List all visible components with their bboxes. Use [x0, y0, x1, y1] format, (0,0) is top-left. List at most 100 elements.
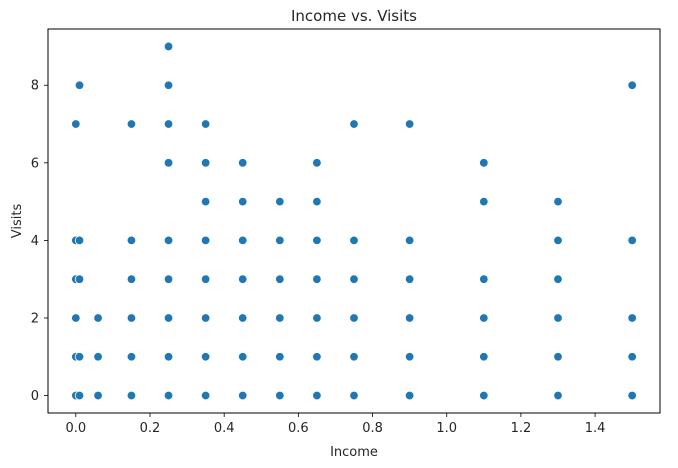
y-tick-label: 6 [31, 156, 39, 171]
data-point [126, 352, 137, 362]
data-point [74, 390, 85, 401]
data-point [404, 274, 415, 284]
data-point [312, 313, 322, 323]
data-point [312, 390, 322, 401]
data-point [349, 119, 359, 129]
data-point [404, 313, 415, 323]
data-point [71, 313, 81, 323]
data-point [71, 119, 81, 129]
data-point [200, 196, 211, 207]
data-point [275, 235, 285, 246]
data-point [163, 41, 174, 52]
points-layer [71, 41, 637, 401]
data-point [238, 352, 248, 362]
y-tick-label: 8 [31, 79, 39, 94]
data-point [349, 390, 359, 401]
data-point [93, 390, 103, 401]
data-point [553, 390, 563, 401]
data-point [479, 196, 489, 207]
data-point [275, 352, 285, 362]
x-tick-label: 0.2 [140, 421, 161, 436]
data-point [163, 274, 174, 284]
data-point [627, 313, 637, 323]
data-point [163, 235, 174, 246]
x-tick-label: 0.6 [288, 421, 309, 436]
data-point [200, 313, 211, 323]
data-point [275, 196, 285, 207]
data-point [627, 352, 637, 362]
chart-title: Income vs. Visits [291, 7, 417, 25]
data-point [126, 274, 137, 284]
data-point [238, 235, 248, 246]
data-point [163, 119, 174, 129]
data-point [200, 274, 211, 284]
data-point [163, 352, 174, 362]
y-tick-label: 0 [31, 389, 39, 404]
data-point [479, 158, 489, 168]
data-point [74, 235, 85, 246]
data-point [553, 235, 563, 246]
data-point [200, 235, 211, 246]
data-point [238, 313, 248, 323]
x-tick-label: 1.0 [436, 421, 457, 436]
data-point [312, 196, 322, 207]
x-tick-label: 0.4 [214, 421, 235, 436]
data-point [349, 313, 359, 323]
data-point [163, 390, 174, 401]
data-point [404, 352, 415, 362]
data-point [74, 352, 85, 362]
data-point [74, 274, 85, 284]
data-point [126, 313, 137, 323]
data-point [553, 352, 563, 362]
data-point [553, 196, 563, 207]
data-point [627, 235, 637, 246]
data-point [553, 313, 563, 323]
data-point [349, 235, 359, 246]
data-point [479, 352, 489, 362]
data-point [126, 119, 137, 129]
x-tick-label: 0.8 [362, 421, 383, 436]
data-point [93, 352, 103, 362]
data-point [238, 274, 248, 284]
x-tick-label: 1.4 [585, 421, 606, 436]
x-tick-label: 1.2 [511, 421, 532, 436]
data-point [200, 158, 211, 168]
data-point [627, 80, 637, 90]
data-point [200, 390, 211, 401]
y-tick-label: 4 [31, 234, 39, 249]
data-point [404, 235, 415, 246]
data-point [275, 390, 285, 401]
data-point [93, 313, 103, 323]
data-point [163, 313, 174, 323]
plot-frame [47, 28, 661, 414]
y-axis-label: Visits [10, 204, 25, 239]
x-axis-ticks: 0.0 0.2 0.4 0.6 0.8 1.0 1.2 1.4 [65, 413, 605, 436]
x-axis-label: Income [330, 445, 378, 460]
data-point [479, 313, 489, 323]
data-point [163, 158, 174, 168]
data-point [479, 274, 489, 284]
y-tick-label: 2 [31, 311, 39, 326]
data-point [275, 313, 285, 323]
x-tick-label: 0.0 [65, 421, 86, 436]
data-point [238, 196, 248, 207]
data-point [275, 274, 285, 284]
data-point [349, 352, 359, 362]
data-point [126, 235, 137, 246]
data-point [238, 158, 248, 168]
y-axis-ticks: 0 2 4 6 8 [31, 79, 48, 404]
data-point [479, 390, 489, 401]
data-point [238, 390, 248, 401]
data-point [200, 352, 211, 362]
data-point [404, 119, 415, 129]
data-point [312, 235, 322, 246]
data-point [627, 390, 637, 401]
data-point [553, 274, 563, 284]
data-point [200, 119, 211, 129]
data-point [312, 274, 322, 284]
data-point [312, 158, 322, 168]
data-point [74, 80, 85, 90]
data-point [126, 390, 137, 401]
data-point [404, 390, 415, 401]
